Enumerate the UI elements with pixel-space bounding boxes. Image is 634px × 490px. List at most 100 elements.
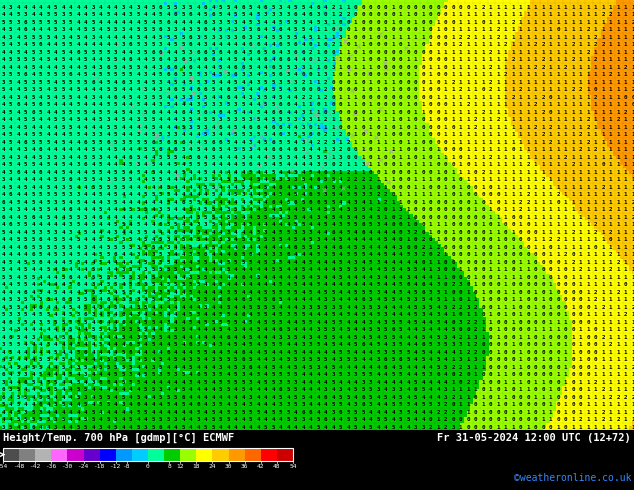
Text: 4: 4	[219, 252, 223, 257]
Text: 1: 1	[444, 185, 447, 190]
Text: 1: 1	[504, 79, 507, 85]
Text: 4: 4	[429, 350, 432, 355]
Text: 3: 3	[84, 395, 87, 400]
Text: 5: 5	[324, 222, 327, 227]
Text: 5: 5	[91, 12, 94, 17]
Text: 0: 0	[489, 274, 492, 280]
Text: 6: 6	[384, 357, 387, 362]
Text: 3: 3	[286, 402, 290, 407]
Text: 4: 4	[189, 425, 192, 430]
Text: 4: 4	[339, 215, 342, 220]
Text: 4: 4	[16, 185, 20, 190]
Text: 3: 3	[68, 230, 72, 235]
Text: 5: 5	[84, 402, 87, 407]
Text: 5: 5	[331, 177, 335, 182]
Text: 3: 3	[129, 245, 133, 249]
Text: 1: 1	[609, 49, 612, 54]
Text: 3: 3	[121, 4, 125, 9]
Text: 0: 0	[519, 290, 522, 294]
Text: 1: 1	[474, 42, 477, 47]
Text: 0: 0	[549, 95, 552, 99]
Text: 4: 4	[166, 357, 170, 362]
Text: 1: 1	[474, 199, 477, 205]
Text: 1: 1	[361, 154, 365, 160]
Text: 4: 4	[99, 34, 102, 40]
Text: 1: 1	[354, 185, 357, 190]
Text: 1: 1	[481, 357, 485, 362]
Text: 0: 0	[511, 417, 515, 422]
Text: 5: 5	[76, 252, 80, 257]
Text: 5: 5	[68, 110, 72, 115]
Text: 4: 4	[121, 417, 125, 422]
Text: 1: 1	[609, 27, 612, 32]
Text: 4: 4	[286, 185, 290, 190]
Text: 5: 5	[23, 124, 27, 129]
Text: 1: 1	[496, 252, 500, 257]
Text: 3: 3	[1, 425, 4, 430]
Text: 4: 4	[23, 49, 27, 54]
Text: 1: 1	[384, 170, 387, 174]
Text: 5: 5	[189, 57, 192, 62]
Text: 2: 2	[571, 42, 575, 47]
Text: 5: 5	[271, 305, 275, 310]
Text: 5: 5	[346, 312, 350, 317]
Text: 4: 4	[158, 350, 162, 355]
Text: 0: 0	[579, 372, 582, 377]
Text: 4: 4	[174, 365, 178, 369]
Text: 5: 5	[226, 380, 230, 385]
Text: 1: 1	[549, 65, 552, 70]
Text: 6: 6	[294, 49, 297, 54]
Text: 0: 0	[414, 12, 417, 17]
Text: 3: 3	[144, 282, 147, 287]
Text: 0: 0	[451, 245, 455, 249]
Text: 3: 3	[316, 215, 320, 220]
Text: 4: 4	[242, 305, 245, 310]
Text: 1: 1	[414, 177, 417, 182]
Text: 0: 0	[444, 282, 447, 287]
Text: 0: 0	[354, 154, 357, 160]
Text: 0: 0	[481, 350, 485, 355]
Text: 4: 4	[226, 365, 230, 369]
Text: 3: 3	[84, 290, 87, 294]
Text: 5: 5	[414, 395, 417, 400]
Text: 4: 4	[84, 237, 87, 242]
Text: 0: 0	[459, 252, 462, 257]
Text: 5: 5	[84, 387, 87, 392]
Text: 5: 5	[339, 260, 342, 265]
Text: 4: 4	[181, 410, 184, 415]
Text: 0: 0	[421, 95, 425, 99]
Text: 1: 1	[414, 140, 417, 145]
Text: 0: 0	[534, 402, 537, 407]
Text: 5: 5	[107, 124, 110, 129]
Text: 6: 6	[331, 230, 335, 235]
Text: 1: 1	[556, 274, 560, 280]
Text: 4: 4	[9, 65, 12, 70]
Text: 4: 4	[197, 267, 200, 272]
Text: 4: 4	[242, 170, 245, 174]
Text: 5: 5	[197, 215, 200, 220]
Text: 4: 4	[189, 230, 192, 235]
Text: 5: 5	[264, 305, 268, 310]
Text: 4: 4	[279, 49, 282, 54]
Text: 1: 1	[414, 192, 417, 197]
Text: 1: 1	[549, 87, 552, 92]
Text: 3: 3	[339, 154, 342, 160]
Text: 4: 4	[204, 282, 207, 287]
Text: 1: 1	[534, 117, 537, 122]
Text: 1: 1	[624, 170, 627, 174]
Text: 5: 5	[316, 192, 320, 197]
Text: 0: 0	[444, 117, 447, 122]
Text: 4: 4	[121, 57, 125, 62]
Text: 4: 4	[9, 42, 12, 47]
Text: 4: 4	[31, 222, 35, 227]
Text: 3: 3	[421, 327, 425, 332]
Text: 5: 5	[39, 34, 42, 40]
Text: 1: 1	[534, 72, 537, 77]
Text: 5: 5	[197, 252, 200, 257]
Text: 4: 4	[144, 124, 147, 129]
Text: 3: 3	[451, 342, 455, 347]
Text: 4: 4	[9, 395, 12, 400]
Text: 0: 0	[384, 87, 387, 92]
Text: 1: 1	[489, 72, 492, 77]
Text: 2: 2	[579, 147, 582, 152]
